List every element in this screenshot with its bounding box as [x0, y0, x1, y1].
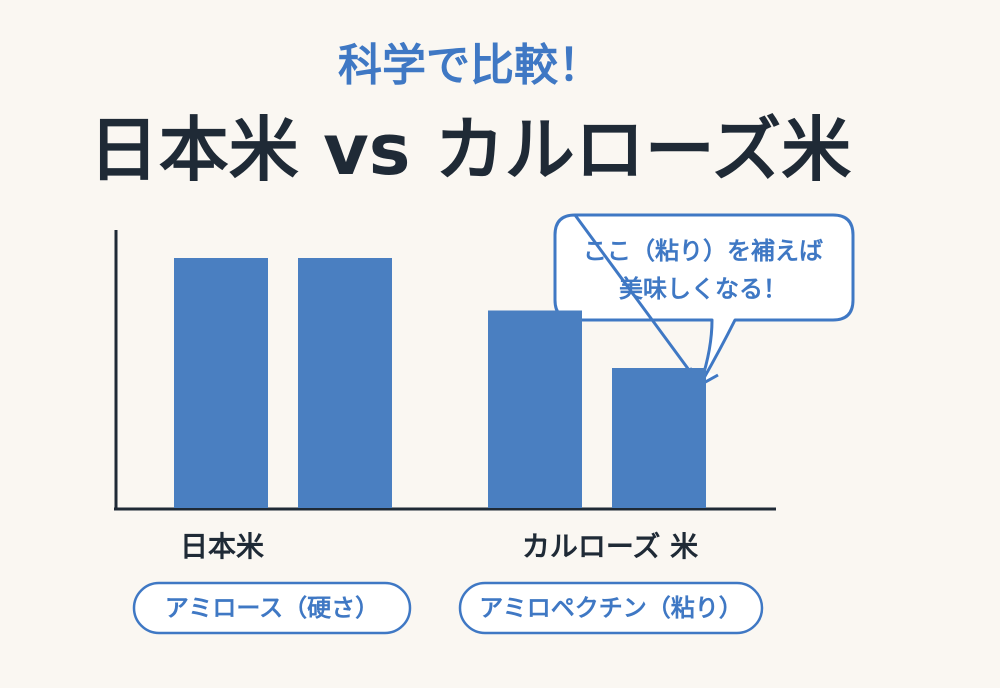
x-tick-label: カルローズ 米	[522, 530, 698, 563]
annotation-line: ここ（粘り）を補えば	[583, 237, 823, 265]
x-tick-label: 日本米	[180, 530, 264, 563]
bar	[298, 258, 392, 508]
category-note-pill	[458, 581, 764, 635]
bar	[612, 368, 706, 508]
chart-subtitle: 科学で比較！	[338, 40, 602, 91]
bar	[488, 310, 582, 508]
category-note-pill	[132, 581, 412, 635]
category-note: アミロース（硬さ）	[165, 594, 379, 622]
bar	[174, 258, 268, 508]
chart-title: 日本米 vs カルローズ米	[89, 109, 852, 191]
annotation-line: 美味しくなる！	[619, 275, 787, 303]
category-note: アミロペクチン（粘り）	[479, 594, 743, 622]
